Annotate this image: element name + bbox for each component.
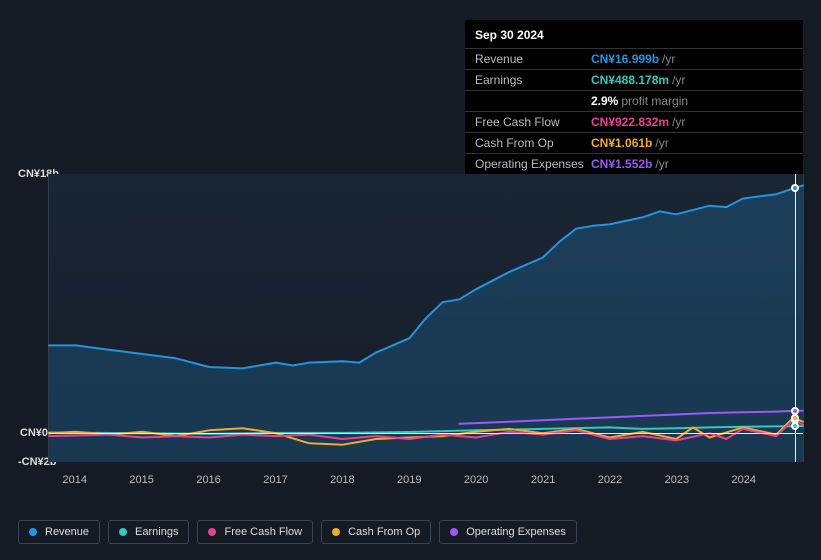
tooltip-suffix: /yr (662, 52, 675, 66)
marker-revenue (791, 184, 799, 192)
plot-area[interactable] (48, 174, 804, 462)
legend-item-earnings[interactable]: Earnings (108, 520, 189, 544)
legend-dot-icon (332, 528, 340, 536)
tooltip-suffix: /yr (672, 115, 685, 129)
legend-item-fcf[interactable]: Free Cash Flow (197, 520, 313, 544)
marker-opex (791, 407, 799, 415)
tooltip-suffix: /yr (655, 136, 668, 150)
x-tick: 2018 (330, 474, 354, 486)
y-tick: -CN¥2b (18, 456, 48, 468)
tooltip-row-earnings-extra: 2.9%profit margin (465, 90, 803, 111)
tooltip-suffix: /yr (672, 73, 685, 87)
x-tick: 2023 (665, 474, 689, 486)
legend-dot-icon (119, 528, 127, 536)
tooltip-value: CN¥1.061b (591, 136, 652, 150)
tooltip-date: Sep 30 2024 (465, 28, 803, 48)
y-tick: CN¥18b (18, 168, 48, 180)
tooltip-panel: Sep 30 2024 RevenueCN¥16.999b/yrEarnings… (465, 20, 803, 182)
tooltip-label: Earnings (475, 73, 591, 87)
zero-line (49, 433, 803, 434)
x-tick: 2015 (129, 474, 153, 486)
x-axis: 2014 2015 2016 2017 2018 2019 2020 2021 2022 2023… (48, 474, 804, 494)
legend-label: Free Cash Flow (224, 526, 302, 538)
legend-dot-icon (29, 528, 37, 536)
legend-label: Operating Expenses (466, 526, 566, 538)
tooltip-row-cfo: Cash From OpCN¥1.061b/yr (465, 132, 803, 153)
x-tick: 2016 (196, 474, 220, 486)
x-tick: 2021 (531, 474, 555, 486)
legend-label: Earnings (135, 526, 178, 538)
tooltip-row-revenue: RevenueCN¥16.999b/yr (465, 48, 803, 69)
legend-label: Cash From Op (348, 526, 420, 538)
x-tick: 2020 (464, 474, 488, 486)
tooltip-row-earnings: EarningsCN¥488.178m/yr (465, 69, 803, 90)
legend-dot-icon (450, 528, 458, 536)
tooltip-value: CN¥488.178m (591, 73, 669, 87)
x-tick: 2014 (63, 474, 87, 486)
tooltip-value: CN¥16.999b (591, 52, 659, 66)
root: Sep 30 2024 RevenueCN¥16.999b/yrEarnings… (0, 0, 821, 560)
legend-item-revenue[interactable]: Revenue (18, 520, 100, 544)
tooltip-row-fcf: Free Cash FlowCN¥922.832m/yr (465, 111, 803, 132)
y-tick: CN¥0 (18, 427, 48, 439)
tooltip-label: Free Cash Flow (475, 115, 591, 129)
legend-item-cfo[interactable]: Cash From Op (321, 520, 431, 544)
legend-item-opex[interactable]: Operating Expenses (439, 520, 577, 544)
tooltip-label: Cash From Op (475, 136, 591, 150)
revenue-area (49, 186, 803, 463)
legend-label: Revenue (45, 526, 89, 538)
tooltip-extra-suffix: profit margin (621, 94, 688, 108)
chart[interactable]: CN¥18bCN¥0-CN¥2b 20142015201620172018201… (18, 160, 808, 500)
x-tick: 2019 (397, 474, 421, 486)
tooltip-value: CN¥922.832m (591, 115, 669, 129)
x-tick: 2017 (263, 474, 287, 486)
legend: Revenue Earnings Free Cash Flow Cash From O… (18, 520, 577, 544)
marker-cfo (791, 414, 799, 422)
x-tick: 2022 (598, 474, 622, 486)
series-canvas (49, 174, 803, 462)
x-tick: 2024 (732, 474, 756, 486)
tooltip-label: Revenue (475, 52, 591, 66)
legend-dot-icon (208, 528, 216, 536)
tooltip-extra-value: 2.9% (591, 94, 618, 108)
